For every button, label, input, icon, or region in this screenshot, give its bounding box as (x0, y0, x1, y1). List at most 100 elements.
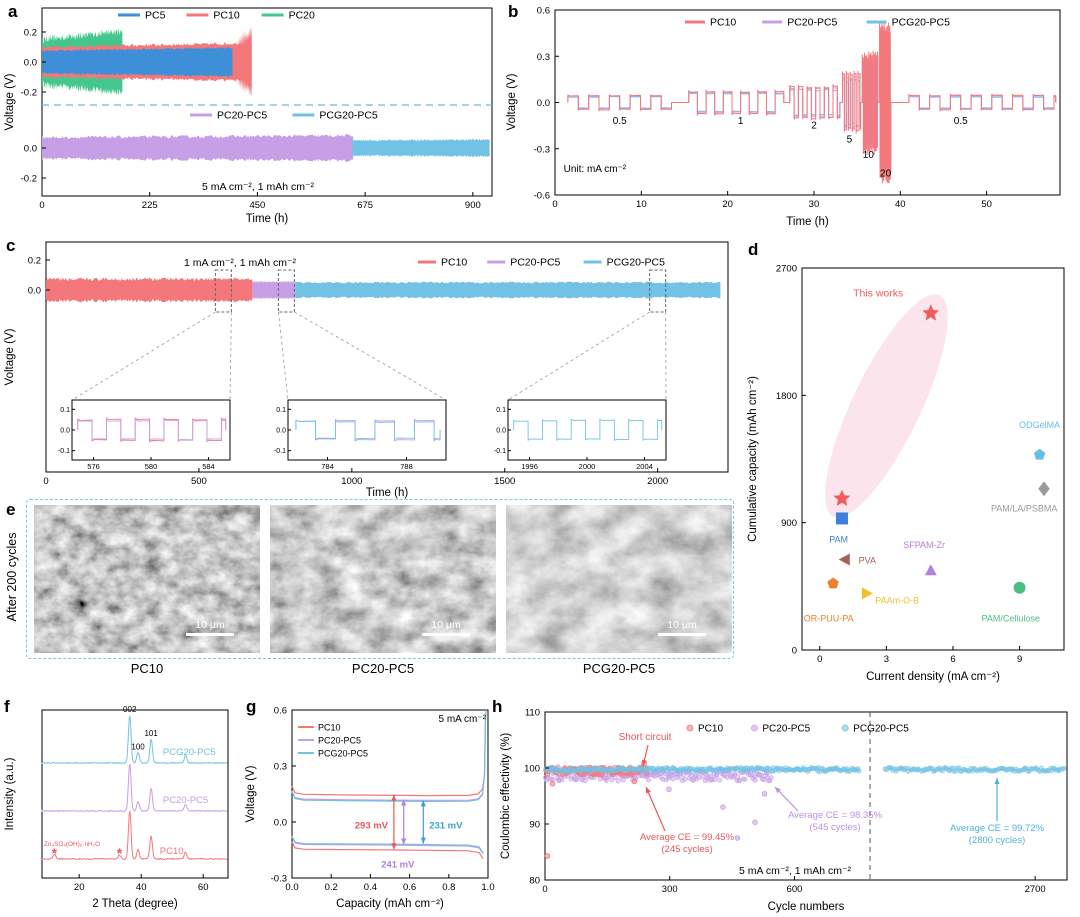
sem-image-pcg20-pc5: 10 μm (506, 505, 732, 653)
svg-text:50: 50 (981, 199, 992, 210)
sem-label-pc20-pc5: PC20-PC5 (351, 661, 415, 676)
svg-text:PCG20-PC5: PCG20-PC5 (318, 749, 368, 759)
svg-text:0.1: 0.1 (276, 407, 286, 414)
svg-text:0.4: 0.4 (364, 882, 377, 893)
svg-text:PC10: PC10 (710, 17, 736, 29)
svg-text:231 mV: 231 mV (429, 821, 463, 832)
svg-text:10: 10 (636, 199, 647, 210)
svg-text:PCG20-PC5: PCG20-PC5 (163, 747, 216, 758)
svg-text:Voltage (V): Voltage (V) (4, 73, 16, 130)
svg-text:-0.1: -0.1 (58, 448, 70, 455)
scale-label: 10 μm (667, 619, 697, 631)
svg-text:6: 6 (950, 654, 955, 665)
scale-bar (422, 633, 470, 636)
svg-text:-0.2: -0.2 (21, 88, 37, 99)
panel-label-h: h (492, 697, 503, 716)
svg-text:Zn₄SO₄(OH)₆·nH₂O: Zn₄SO₄(OH)₆·nH₂O (44, 841, 100, 848)
svg-text:Intensity (a.u.): Intensity (a.u.) (4, 757, 16, 830)
panel-label-d: d (748, 240, 759, 259)
svg-text:Cumulative capacity (mAh cm⁻²): Cumulative capacity (mAh cm⁻²) (747, 376, 759, 542)
svg-text:0.0: 0.0 (24, 144, 37, 155)
svg-text:PCG20-PC5: PCG20-PC5 (607, 257, 666, 269)
svg-text:0.2: 0.2 (325, 882, 338, 893)
svg-text:Average CE = 99.72%: Average CE = 99.72% (950, 823, 1045, 834)
svg-text:Voltage (V): Voltage (V) (4, 328, 16, 385)
svg-text:1: 1 (738, 116, 744, 127)
svg-text:0: 0 (817, 654, 822, 665)
sem-texture (34, 505, 260, 653)
svg-text:(545 cycles): (545 cycles) (809, 822, 860, 833)
svg-text:-0.3: -0.3 (534, 144, 550, 155)
svg-text:Time (h): Time (h) (246, 213, 289, 225)
svg-text:0.8: 0.8 (442, 882, 455, 893)
svg-text:241 mV: 241 mV (381, 860, 415, 871)
svg-text:30: 30 (809, 199, 820, 210)
svg-text:0.0: 0.0 (60, 428, 70, 435)
svg-text:5 mA cm⁻²: 5 mA cm⁻² (438, 714, 486, 725)
svg-text:1 mA cm⁻², 1 mAh cm⁻²: 1 mA cm⁻², 1 mAh cm⁻² (184, 257, 297, 269)
svg-text:0: 0 (542, 884, 547, 895)
svg-text:5 mA cm⁻², 1 mAh cm⁻²: 5 mA cm⁻², 1 mAh cm⁻² (202, 181, 315, 193)
svg-text:SFPAM-Zr: SFPAM-Zr (903, 540, 945, 550)
svg-text:PAM/LA/PSBMA: PAM/LA/PSBMA (991, 503, 1057, 513)
svg-text:580: 580 (145, 462, 158, 471)
panel-label-g: g (246, 697, 257, 716)
panel-label-b: b (508, 2, 519, 21)
svg-text:2004: 2004 (636, 462, 653, 471)
scale-bar (658, 633, 706, 636)
svg-text:PC10: PC10 (698, 724, 723, 735)
svg-text:450: 450 (249, 200, 265, 211)
svg-text:110: 110 (525, 708, 540, 719)
svg-text:2700: 2700 (1025, 884, 1046, 895)
svg-text:0.0: 0.0 (274, 818, 287, 829)
svg-text:PAAm-O-B: PAAm-O-B (875, 595, 919, 605)
svg-text:1000: 1000 (341, 476, 362, 487)
sem-image-pc20-pc5: 10 μm (270, 505, 496, 653)
svg-text:-0.3: -0.3 (271, 874, 287, 885)
svg-text:0.6: 0.6 (537, 6, 550, 17)
svg-text:0.2: 0.2 (24, 28, 37, 39)
panel-label-c: c (6, 236, 16, 255)
svg-text:0.0: 0.0 (537, 98, 550, 109)
svg-text:Cycle numbers: Cycle numbers (768, 901, 845, 913)
svg-text:600: 600 (787, 884, 803, 895)
svg-text:2700: 2700 (776, 264, 797, 275)
svg-text:100: 100 (131, 742, 145, 751)
sem-label-pc10: PC10 (130, 661, 164, 676)
svg-text:0.2: 0.2 (28, 256, 41, 267)
svg-text:0.0: 0.0 (24, 58, 37, 69)
svg-text:1800: 1800 (776, 391, 797, 402)
svg-text:PC10: PC10 (213, 10, 239, 22)
svg-text:PC20-PC5: PC20-PC5 (318, 736, 361, 746)
svg-text:-0.6: -0.6 (534, 191, 550, 202)
svg-text:0.0: 0.0 (28, 286, 41, 297)
svg-text:Coulombic effectivity (%): Coulombic effectivity (%) (500, 733, 512, 859)
svg-text:Capacity (mAh cm⁻²): Capacity (mAh cm⁻²) (336, 898, 444, 910)
svg-text:0: 0 (43, 476, 48, 487)
svg-text:PC20-PC5: PC20-PC5 (510, 257, 560, 269)
svg-text:2: 2 (811, 121, 817, 132)
svg-text:300: 300 (662, 884, 678, 895)
panel-b-rate-chart: 0 10 20 30 40 50 0.6 0.3 0.0 -0.3 -0.6 0.5 1 2 5 10 20 0.… (506, 6, 1061, 228)
svg-text:Average CE = 99.45%: Average CE = 99.45% (640, 832, 735, 843)
svg-text:PC10: PC10 (160, 846, 184, 857)
svg-text:PCG20-PC5: PCG20-PC5 (319, 110, 378, 122)
svg-text:40: 40 (895, 199, 906, 210)
svg-text:0.0: 0.0 (496, 428, 506, 435)
sem-dashed-frame (26, 499, 734, 659)
svg-text:*: * (117, 845, 123, 861)
svg-text:0: 0 (792, 646, 797, 657)
svg-text:0.5: 0.5 (954, 116, 968, 127)
panel-d-comparison-scatter-chart: This works PAM PVA OR-PUU-PA PAAm-O-B SFPAM-Z… (747, 264, 1065, 683)
svg-text:PC20-PC5: PC20-PC5 (787, 17, 837, 29)
svg-text:Time (h): Time (h) (786, 216, 829, 228)
svg-text:-0.2: -0.2 (21, 174, 37, 185)
svg-text:9: 9 (1017, 654, 1022, 665)
svg-text:225: 225 (142, 200, 158, 211)
panel-g-voltage-profile-chart: 293 mV 241 mV 231 mV PC10 PC20-PC5 PCG20-PC5 5… (245, 706, 495, 911)
svg-text:Average CE = 98.35%: Average CE = 98.35% (788, 810, 883, 821)
svg-text:0.3: 0.3 (274, 762, 287, 773)
svg-text:100: 100 (524, 764, 540, 775)
svg-text:0.3: 0.3 (537, 52, 550, 63)
